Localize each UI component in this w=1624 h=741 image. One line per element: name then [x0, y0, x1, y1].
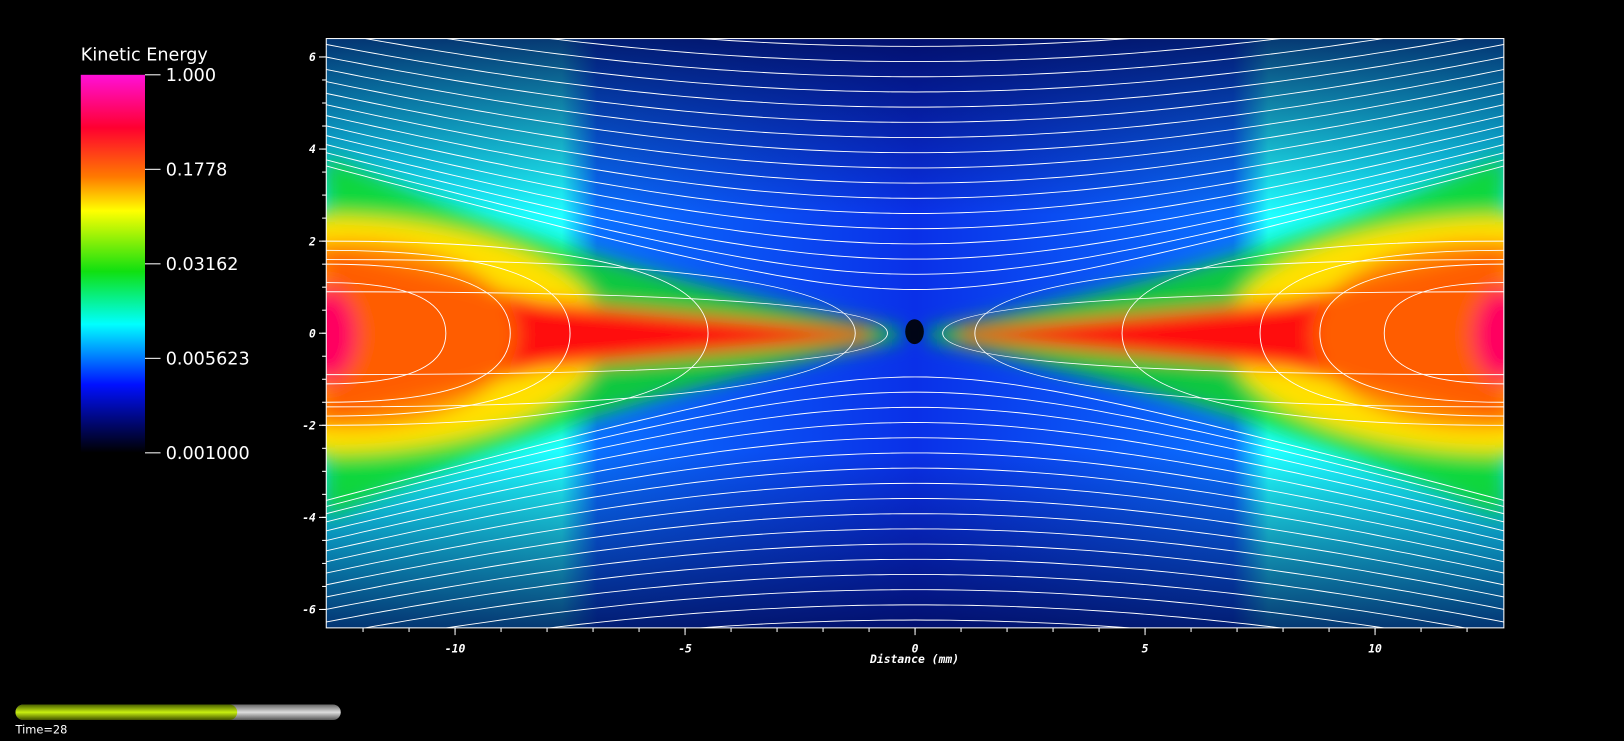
streamline	[326, 165, 1504, 290]
y-tick-label: -2	[302, 418, 316, 432]
streamline	[326, 249, 571, 417]
streamline	[326, 159, 1504, 275]
streamline	[326, 144, 1504, 245]
streamline	[974, 259, 1504, 408]
y-tick-label: 4	[309, 142, 316, 156]
streamline	[326, 406, 1504, 515]
streamline	[326, 558, 1504, 623]
streamline	[326, 152, 1504, 260]
slider-progress	[15, 704, 238, 721]
streamline	[326, 452, 1504, 542]
streamline	[443, 38, 1387, 78]
streamline	[326, 240, 709, 426]
streamline	[326, 135, 1504, 230]
streamline	[1319, 263, 1504, 403]
streamline	[326, 437, 1504, 532]
streamline	[326, 422, 1504, 523]
colorbar-tick-label: 0.03162	[166, 255, 239, 275]
streamline	[1383, 282, 1504, 385]
streamline	[545, 604, 1285, 628]
streamline	[362, 573, 1468, 628]
streamline	[326, 376, 1504, 501]
time-slider	[15, 704, 341, 721]
field	[317, 0, 1513, 741]
streamline	[326, 69, 1504, 139]
streamline	[326, 291, 888, 376]
colorbar: Kinetic Energy 1.000 0.1778 0.03162 0.00562…	[80, 45, 250, 464]
streamline	[326, 81, 1504, 154]
x-tick-label: -10	[445, 642, 466, 656]
streamline	[326, 482, 1504, 563]
streamline	[326, 263, 511, 403]
streamline	[326, 498, 1504, 574]
streamline	[545, 38, 1285, 63]
streamline	[317, 696, 1513, 741]
streamlines	[317, 0, 1513, 741]
streamline	[1121, 240, 1504, 426]
streamline	[362, 38, 1468, 93]
streamline	[694, 38, 1136, 47]
streamline	[443, 589, 1387, 628]
y-tick-label: -6	[302, 603, 316, 617]
streamline	[326, 528, 1504, 598]
x-tick-label: 5	[1142, 642, 1149, 656]
x-tick-label: 0	[912, 642, 919, 656]
y-tick-label: 6	[309, 50, 316, 64]
streamline	[326, 104, 1504, 184]
streamline	[326, 467, 1504, 552]
streamline	[326, 543, 1504, 610]
streamline	[694, 619, 1136, 628]
streamline	[317, 0, 1513, 1]
colorbar-title: Kinetic Energy	[81, 45, 208, 65]
y-tick-label: 2	[308, 234, 316, 248]
colorbar-tick-label: 0.1778	[166, 161, 228, 181]
streamline	[326, 56, 1504, 123]
streamline	[326, 92, 1504, 169]
streamline	[326, 125, 1504, 214]
streamline	[326, 115, 1504, 199]
colorbar-tick-label: 0.001000	[166, 444, 250, 464]
streamline	[317, 0, 1513, 16]
x-tick-label: 10	[1368, 642, 1382, 656]
streamline	[317, 0, 1513, 31]
axes: -10 -5 0 5 10 -6 -4 -2 0 2 4 6	[302, 50, 1468, 656]
streamline	[326, 391, 1504, 508]
colorbar-tick-label: 0.005623	[166, 350, 250, 370]
x-axis-label: Distance (mm)	[869, 652, 959, 666]
y-tick-label: 0	[309, 326, 316, 340]
streamline	[326, 513, 1504, 586]
streamline	[317, 666, 1513, 718]
colorbar-gradient	[80, 74, 145, 453]
time-label: Time=28	[15, 723, 68, 737]
x-tick-label: -5	[678, 642, 692, 656]
colorbar-tick-label: 1.000	[166, 66, 216, 86]
streamline	[326, 43, 1504, 108]
streamline	[1259, 249, 1504, 417]
streamline	[326, 282, 447, 385]
streamline	[942, 291, 1504, 376]
y-tick-label: -4	[302, 511, 316, 525]
streamline	[326, 259, 856, 408]
streamline	[317, 681, 1513, 731]
